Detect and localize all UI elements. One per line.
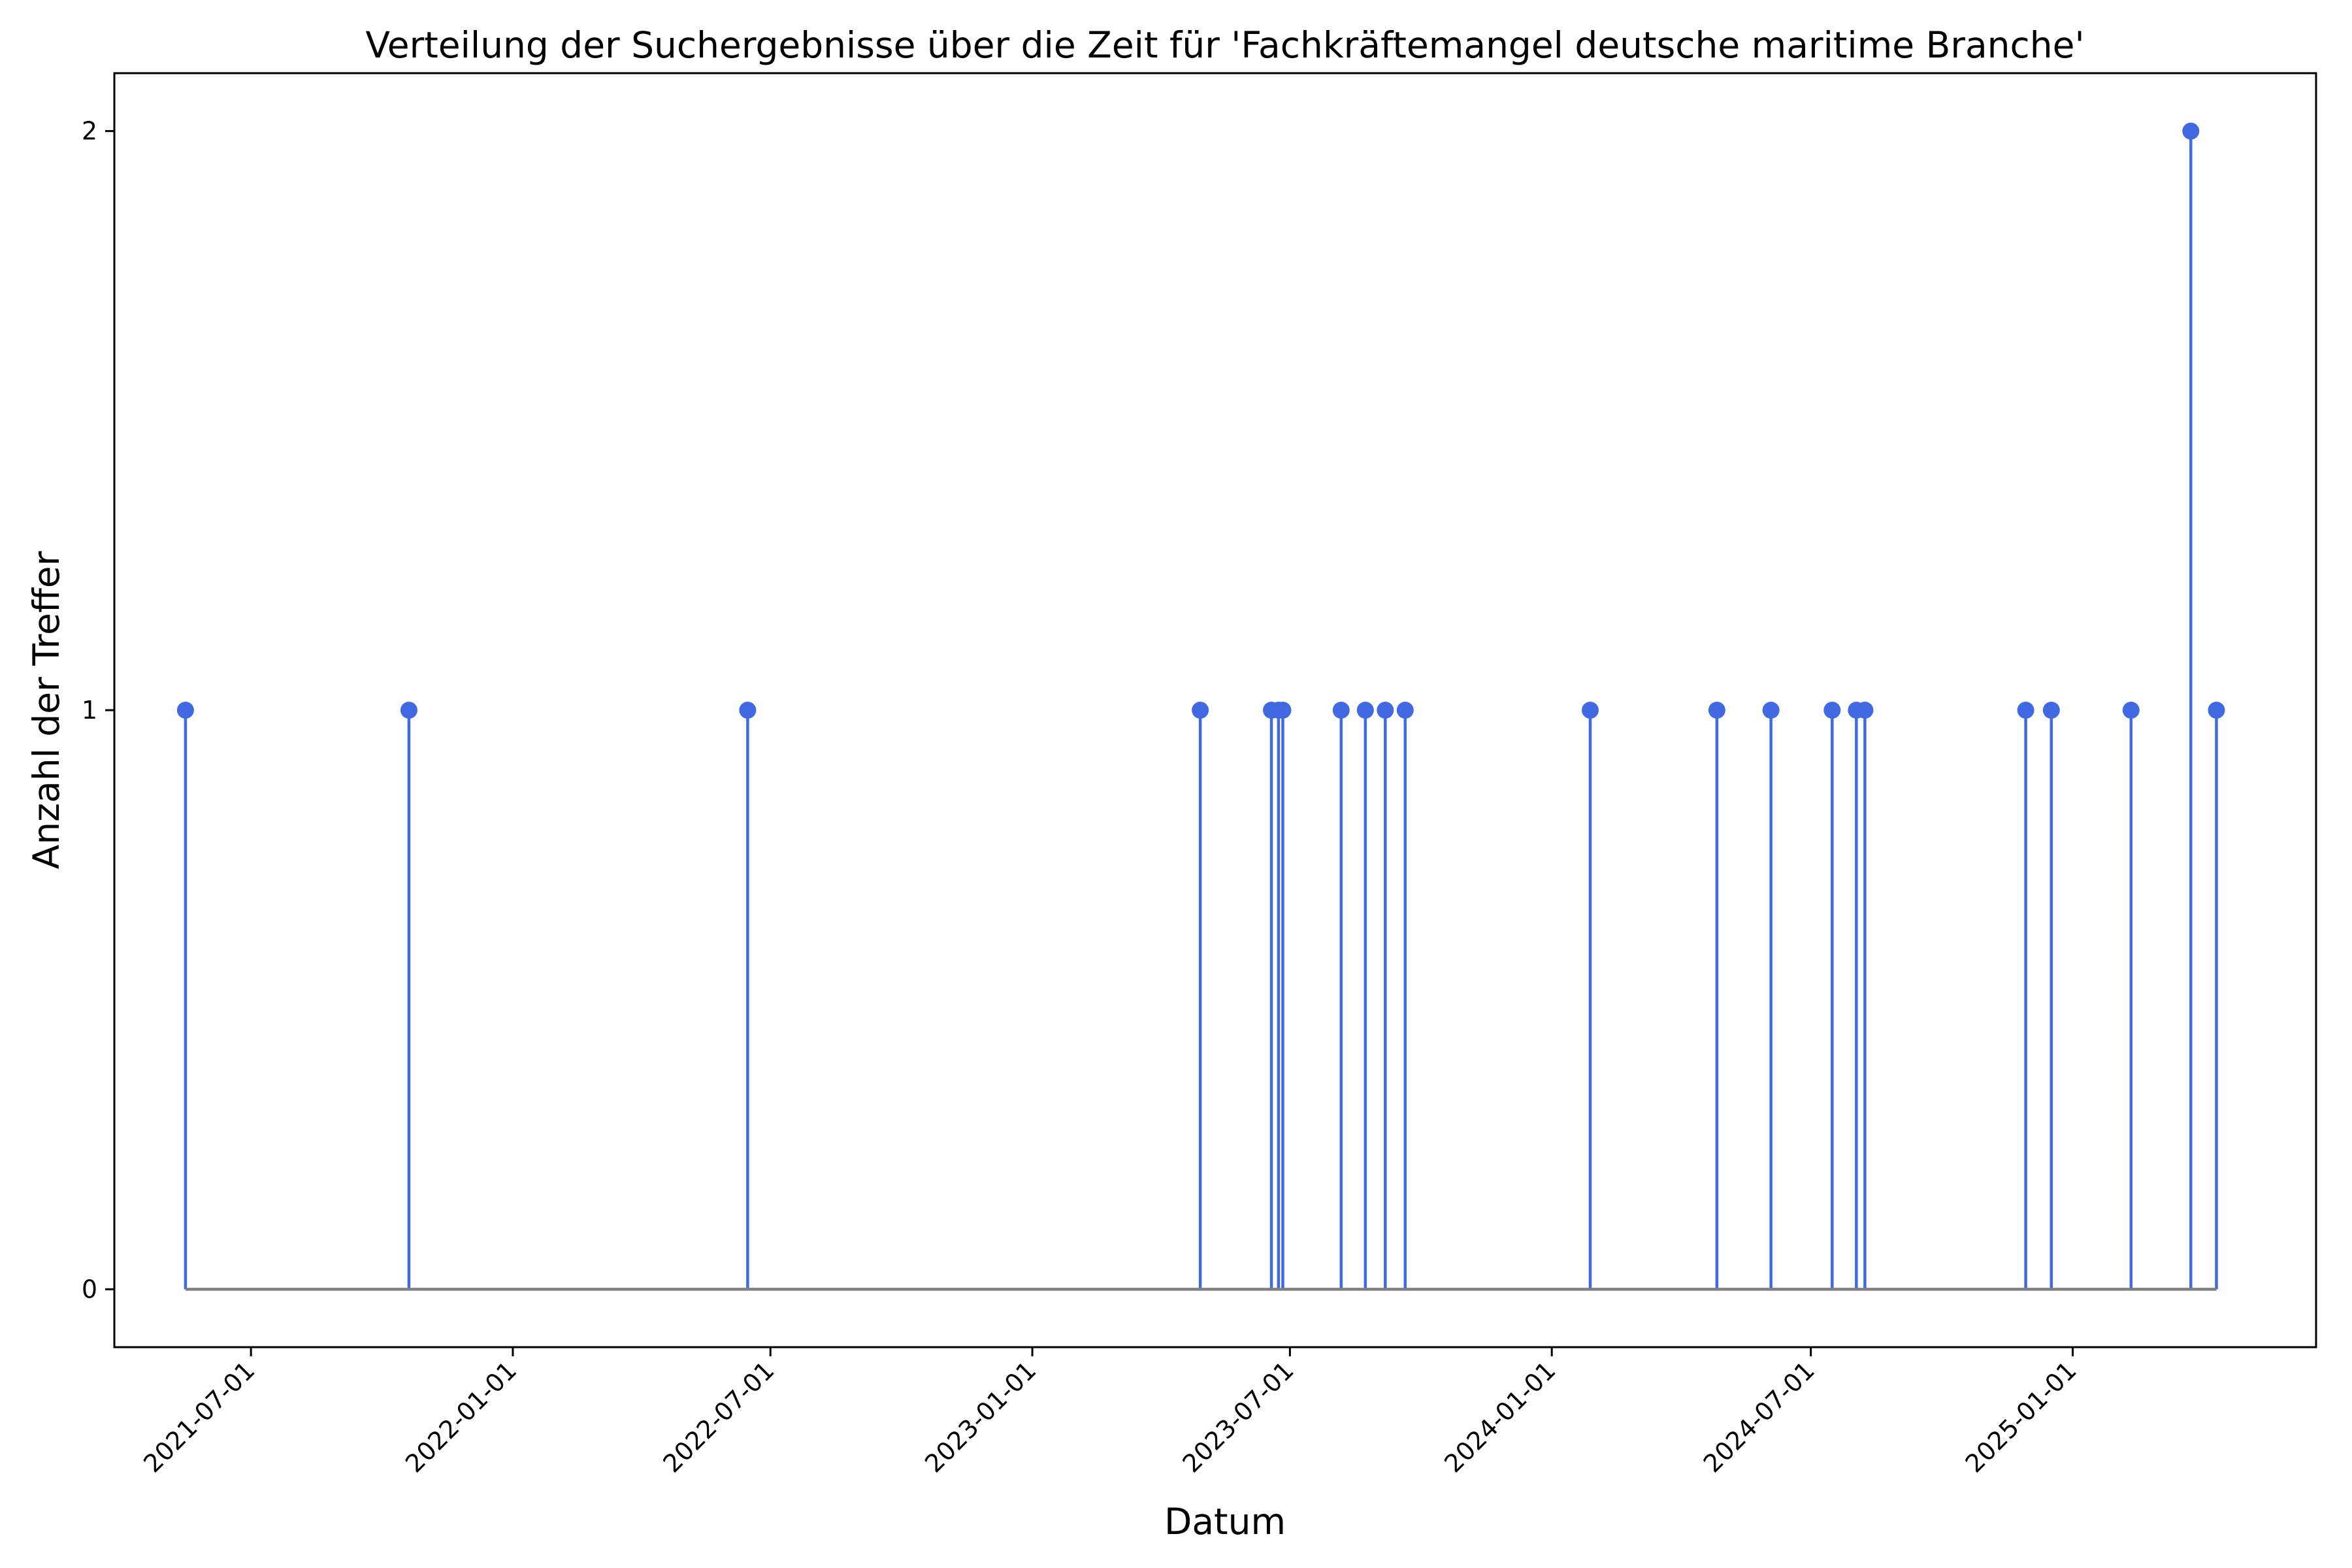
- data-point: [1356, 702, 1374, 719]
- data-point: [1332, 702, 1350, 719]
- data-point: [2122, 702, 2140, 719]
- x-axis-label: Datum: [1164, 1501, 1286, 1543]
- plot-area: [176, 122, 2225, 1291]
- data-point: [2017, 702, 2034, 719]
- data-point: [1708, 702, 1725, 719]
- data-point: [1377, 702, 1394, 719]
- data-point: [2182, 122, 2200, 140]
- data-point: [400, 702, 417, 719]
- data-point: [2042, 702, 2060, 719]
- data-point: [2208, 702, 2225, 719]
- data-point: [1192, 702, 1209, 719]
- data-point: [176, 702, 194, 719]
- data-point: [1856, 702, 1874, 719]
- data-point: [1582, 702, 1599, 719]
- y-axis-label: Anzahl der Treffer: [25, 551, 67, 869]
- data-point: [1396, 702, 1414, 719]
- data-point: [1274, 702, 1292, 719]
- y-tick-label: 2: [82, 117, 97, 146]
- chart-title: Verteilung der Suchergebnisse über die Z…: [365, 24, 2084, 66]
- data-point: [1762, 702, 1780, 719]
- data-point: [1823, 702, 1841, 719]
- y-axis: 0 1 2: [82, 117, 114, 1303]
- y-tick-label: 0: [82, 1275, 97, 1303]
- y-tick-label: 1: [82, 696, 97, 725]
- data-point: [739, 702, 757, 719]
